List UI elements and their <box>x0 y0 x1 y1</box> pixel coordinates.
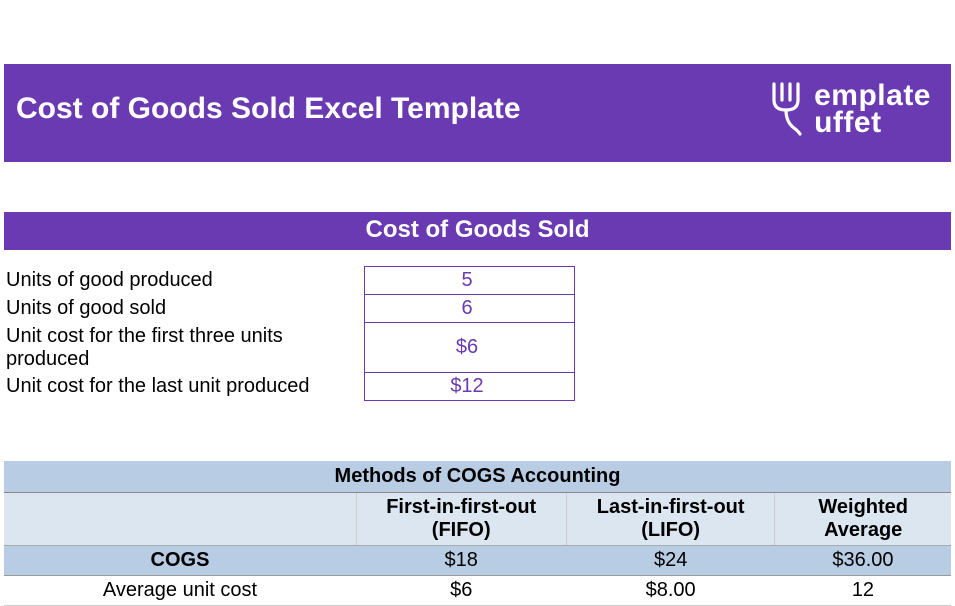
methods-table: First-in-first-out (FIFO) Last-in-first-… <box>4 493 951 606</box>
col-header-lifo: Last-in-first-out (LIFO) <box>566 493 774 546</box>
cell-value: 12 <box>775 576 951 606</box>
logo-text-bottom: uffet <box>814 109 931 136</box>
col-header-blank <box>4 493 356 546</box>
col-header-fifo: First-in-first-out (FIFO) <box>356 493 566 546</box>
brand-logo: emplate uffet <box>768 82 931 136</box>
table-row: Unit cost for the first three units prod… <box>4 323 574 373</box>
cell-value: $36.00 <box>775 546 951 576</box>
table-row: COGS $18 $24 $36.00 <box>4 546 951 576</box>
input-value[interactable]: 6 <box>364 295 574 323</box>
input-label: Units of good sold <box>4 295 364 323</box>
section-title: Cost of Goods Sold <box>4 212 951 250</box>
logo-text-top: emplate <box>814 82 931 109</box>
input-value[interactable]: $12 <box>364 373 574 401</box>
cell-value: $6 <box>356 576 566 606</box>
page: Cost of Goods Sold Excel Template emplat… <box>0 0 955 606</box>
table-row: Units of good produced 5 <box>4 267 574 295</box>
page-title: Cost of Goods Sold Excel Template <box>16 92 521 126</box>
input-value[interactable]: $6 <box>364 323 574 373</box>
cell-value: $8.00 <box>566 576 774 606</box>
table-row: Average unit cost $6 $8.00 12 <box>4 576 951 606</box>
methods-title: Methods of COGS Accounting <box>4 461 951 493</box>
logo-text: emplate uffet <box>814 82 931 136</box>
table-row: Units of good sold 6 <box>4 295 574 323</box>
cell-value: $24 <box>566 546 774 576</box>
col-header-weighted: Weighted Average <box>775 493 951 546</box>
row-label: Average unit cost <box>4 576 356 606</box>
table-row: Unit cost for the last unit produced $12 <box>4 373 574 401</box>
table-header-row: First-in-first-out (FIFO) Last-in-first-… <box>4 493 951 546</box>
input-value[interactable]: 5 <box>364 267 574 295</box>
methods-section: Methods of COGS Accounting First-in-firs… <box>4 461 951 606</box>
input-label: Unit cost for the first three units prod… <box>4 323 364 373</box>
header-bar: Cost of Goods Sold Excel Template emplat… <box>4 64 951 162</box>
fork-icon <box>768 82 812 136</box>
cell-value: $18 <box>356 546 566 576</box>
input-label: Units of good produced <box>4 267 364 295</box>
row-label: COGS <box>4 546 356 576</box>
inputs-table: Units of good produced 5 Units of good s… <box>4 266 575 401</box>
input-label: Unit cost for the last unit produced <box>4 373 364 401</box>
